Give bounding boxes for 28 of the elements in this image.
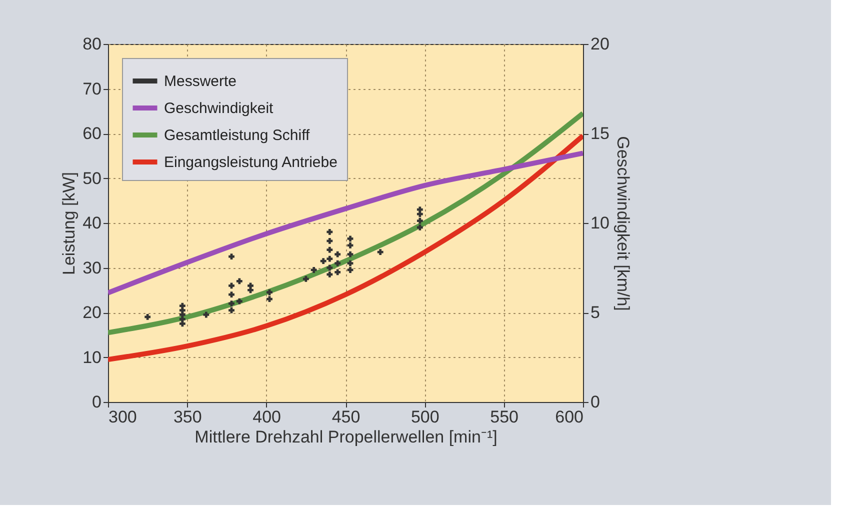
x-tick-label: 300	[108, 408, 137, 426]
y-axis-title: Leistung [kW]	[60, 172, 79, 275]
y-tick-label: 0	[92, 392, 102, 412]
x-axis-title: Mittlere Drehzahl Propellerwellen [min⁻¹]	[194, 428, 498, 446]
y-tick-label: 50	[82, 168, 102, 188]
y-tick-label: 20	[82, 303, 102, 322]
legend-label: Messwerte	[164, 73, 237, 90]
legend-label: Gesamtleistung Schiff	[164, 127, 310, 144]
y2-tick-label: 0	[590, 392, 600, 412]
y-tick-label: 70	[82, 79, 102, 98]
x-tick-label: 500	[410, 408, 440, 426]
y-tick-label: 40	[82, 214, 102, 232]
y-tick-label: 80	[82, 34, 102, 54]
x-tick-label: 600	[555, 408, 584, 426]
legend-label: Geschwindigkeit	[164, 100, 274, 117]
y-tick-label: 10	[82, 348, 102, 367]
y2-tick-label: 5	[590, 303, 600, 322]
y2-tick-label: 10	[590, 214, 610, 232]
y-tick-label: 30	[82, 258, 102, 278]
y2-tick-label: 15	[590, 124, 610, 143]
x-tick-label: 350	[173, 408, 202, 426]
y-tick-label: 60	[82, 124, 102, 143]
y2-tick-label: 20	[590, 34, 610, 54]
legend-label: Eingangsleistung Antriebe	[164, 154, 338, 171]
x-tick-label: 450	[332, 408, 360, 426]
x-tick-label: 550	[490, 408, 519, 426]
x-tick-label: 400	[252, 408, 282, 426]
y2-axis-title: Geschwindigkeit [km/h]	[613, 136, 632, 311]
